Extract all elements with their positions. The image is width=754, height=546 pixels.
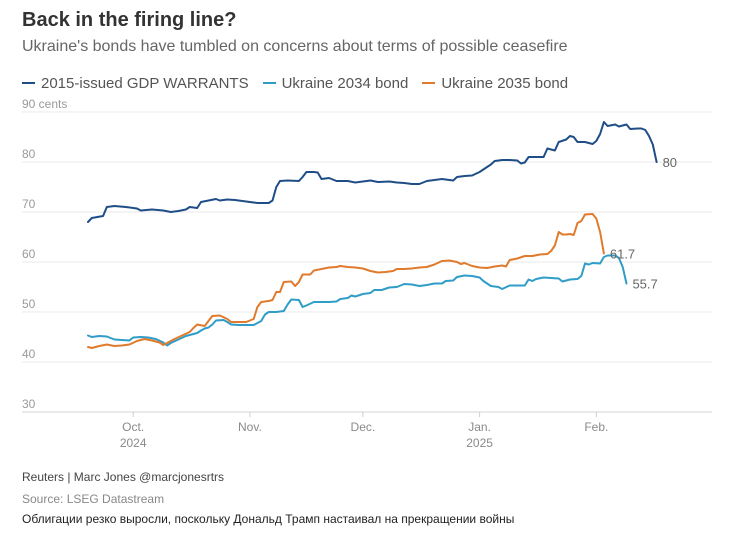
legend-label: Ukraine 2034 bond [281, 74, 409, 92]
legend-item-2035-bond: Ukraine 2035 bond [422, 75, 568, 92]
source-line: Source: LSEG Datastream [22, 492, 165, 506]
series-line [87, 254, 628, 347]
series-end-label: 55.7 [632, 277, 657, 292]
x-tick-label: Dec. [351, 420, 376, 434]
y-tick-label: 70 [22, 197, 36, 211]
legend-swatch [22, 82, 35, 84]
x-tick-year-label: 2024 [120, 436, 147, 450]
series-line [87, 213, 605, 349]
legend-label: 2015-issued GDP WARRANTS [41, 74, 249, 92]
legend-swatch [262, 82, 276, 84]
series-line [87, 121, 658, 223]
caption-line: Облигации резко выросли, поскольку Донал… [22, 512, 515, 526]
y-tick-label: 30 [22, 397, 36, 411]
chart-legend: 2015-issued GDP WARRANTS Ukraine 2034 bo… [22, 72, 582, 94]
legend-label: Ukraine 2035 bond [441, 74, 569, 92]
legend-item-2034-bond: Ukraine 2034 bond [262, 74, 409, 92]
x-tick-label: Nov. [238, 420, 262, 434]
y-tick-label: 50 [22, 297, 36, 311]
y-tick-label: 60 [22, 247, 36, 261]
y-tick-label: 40 [22, 347, 36, 361]
chart-subtitle: Ukraine's bonds have tumbled on concerns… [22, 38, 568, 55]
y-tick-label: 90 cents [22, 97, 67, 111]
legend-swatch [422, 82, 436, 84]
series-end-label: 61.7 [610, 247, 635, 262]
y-tick-label: 80 [22, 147, 36, 161]
x-tick-year-label: 2025 [466, 436, 493, 450]
x-tick-label: Feb. [584, 420, 608, 434]
series-end-label: 80 [663, 155, 677, 170]
x-tick-label: Jan. [468, 420, 491, 434]
credit-line: Reuters | Marc Jones @marcjonesrtrs [22, 470, 225, 484]
x-tick-label: Oct. [122, 420, 144, 434]
legend-item-gdp-warrants: 2015-issued GDP WARRANTS [22, 75, 249, 92]
chart-title: Back in the firing line? [22, 9, 237, 31]
